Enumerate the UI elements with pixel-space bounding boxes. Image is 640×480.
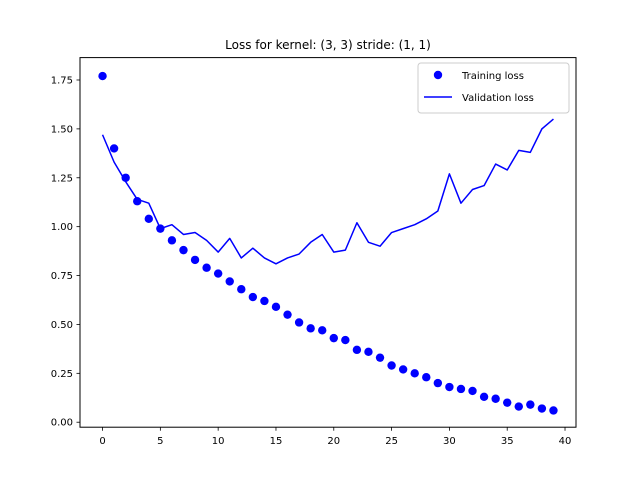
training-loss-point <box>329 333 338 343</box>
training-loss-point <box>225 277 234 286</box>
training-loss-point <box>133 197 142 206</box>
training-loss-point <box>375 353 385 362</box>
x-tick-label: 25 <box>385 436 398 447</box>
x-tick-label: 35 <box>501 436 514 447</box>
chart-title: Loss for kernel: (3, 3) stride: (1, 1) <box>225 38 431 52</box>
y-tick-label: 0.25 <box>51 369 73 380</box>
x-tick-label: 5 <box>157 436 163 447</box>
training-loss-point <box>156 224 165 233</box>
training-loss-point <box>526 400 535 409</box>
training-loss-point <box>98 71 107 81</box>
x-tick-label: 40 <box>559 436 572 447</box>
legend-box <box>417 62 570 114</box>
training-loss-point <box>503 398 512 407</box>
training-loss-point <box>537 404 547 413</box>
training-loss-point <box>271 302 281 312</box>
training-loss-point <box>398 365 408 374</box>
y-tick-label: 1.50 <box>51 124 73 135</box>
training-loss-point <box>179 245 188 255</box>
training-loss-point <box>549 406 558 415</box>
y-axis: 0.00 0.25 0.50 0.75 1.00 1.25 1.50 1.75 <box>51 75 80 429</box>
training-loss-point <box>237 285 246 294</box>
legend-label-training-loss: Training loss <box>461 71 524 82</box>
training-loss-point <box>213 269 223 278</box>
training-loss-point <box>364 347 373 357</box>
x-tick-label: 20 <box>327 436 340 447</box>
training-loss-point <box>491 394 500 403</box>
x-axis: 0 5 10 15 20 25 30 35 40 <box>99 427 571 447</box>
training-loss-point <box>248 292 258 302</box>
training-loss-point <box>318 326 327 335</box>
axes-frame <box>79 57 577 428</box>
training-loss-point <box>387 361 396 370</box>
training-loss-point <box>433 378 443 388</box>
plot-area <box>98 71 558 415</box>
training-loss-point <box>468 386 477 396</box>
training-loss-point <box>456 384 466 394</box>
training-loss-point <box>514 402 523 411</box>
legend-label-validation-loss: Validation loss <box>462 93 534 104</box>
validation-loss-line <box>101 118 554 265</box>
y-tick-label: 1.00 <box>51 222 73 233</box>
y-tick-label: 0.75 <box>51 271 73 282</box>
x-tick-label: 15 <box>270 436 283 447</box>
training-loss-point <box>144 214 153 224</box>
x-tick-label: 0 <box>99 436 105 447</box>
y-tick-label: 0.00 <box>51 418 73 429</box>
legend-marker-training-loss <box>433 70 443 80</box>
training-loss-point <box>294 318 304 327</box>
training-loss-point <box>260 296 269 306</box>
training-loss-point <box>190 255 200 265</box>
training-loss-point <box>422 373 431 382</box>
training-loss-point <box>410 369 419 378</box>
training-loss-point <box>121 173 130 182</box>
training-loss-point <box>445 382 454 392</box>
training-loss-point <box>202 263 211 272</box>
y-tick-label: 1.75 <box>51 75 73 86</box>
training-loss-point <box>109 144 119 153</box>
training-loss-point <box>167 236 177 245</box>
y-tick-label: 0.50 <box>51 320 73 331</box>
legend: Training loss Validation loss <box>417 62 570 114</box>
x-tick-label: 30 <box>443 436 456 447</box>
x-tick-label: 10 <box>212 436 225 447</box>
training-loss-point <box>341 335 350 345</box>
training-loss-point <box>283 310 292 319</box>
y-tick-label: 1.25 <box>51 173 73 184</box>
training-loss-point <box>306 324 315 333</box>
training-loss-point <box>352 345 362 355</box>
training-loss-point <box>479 392 489 401</box>
